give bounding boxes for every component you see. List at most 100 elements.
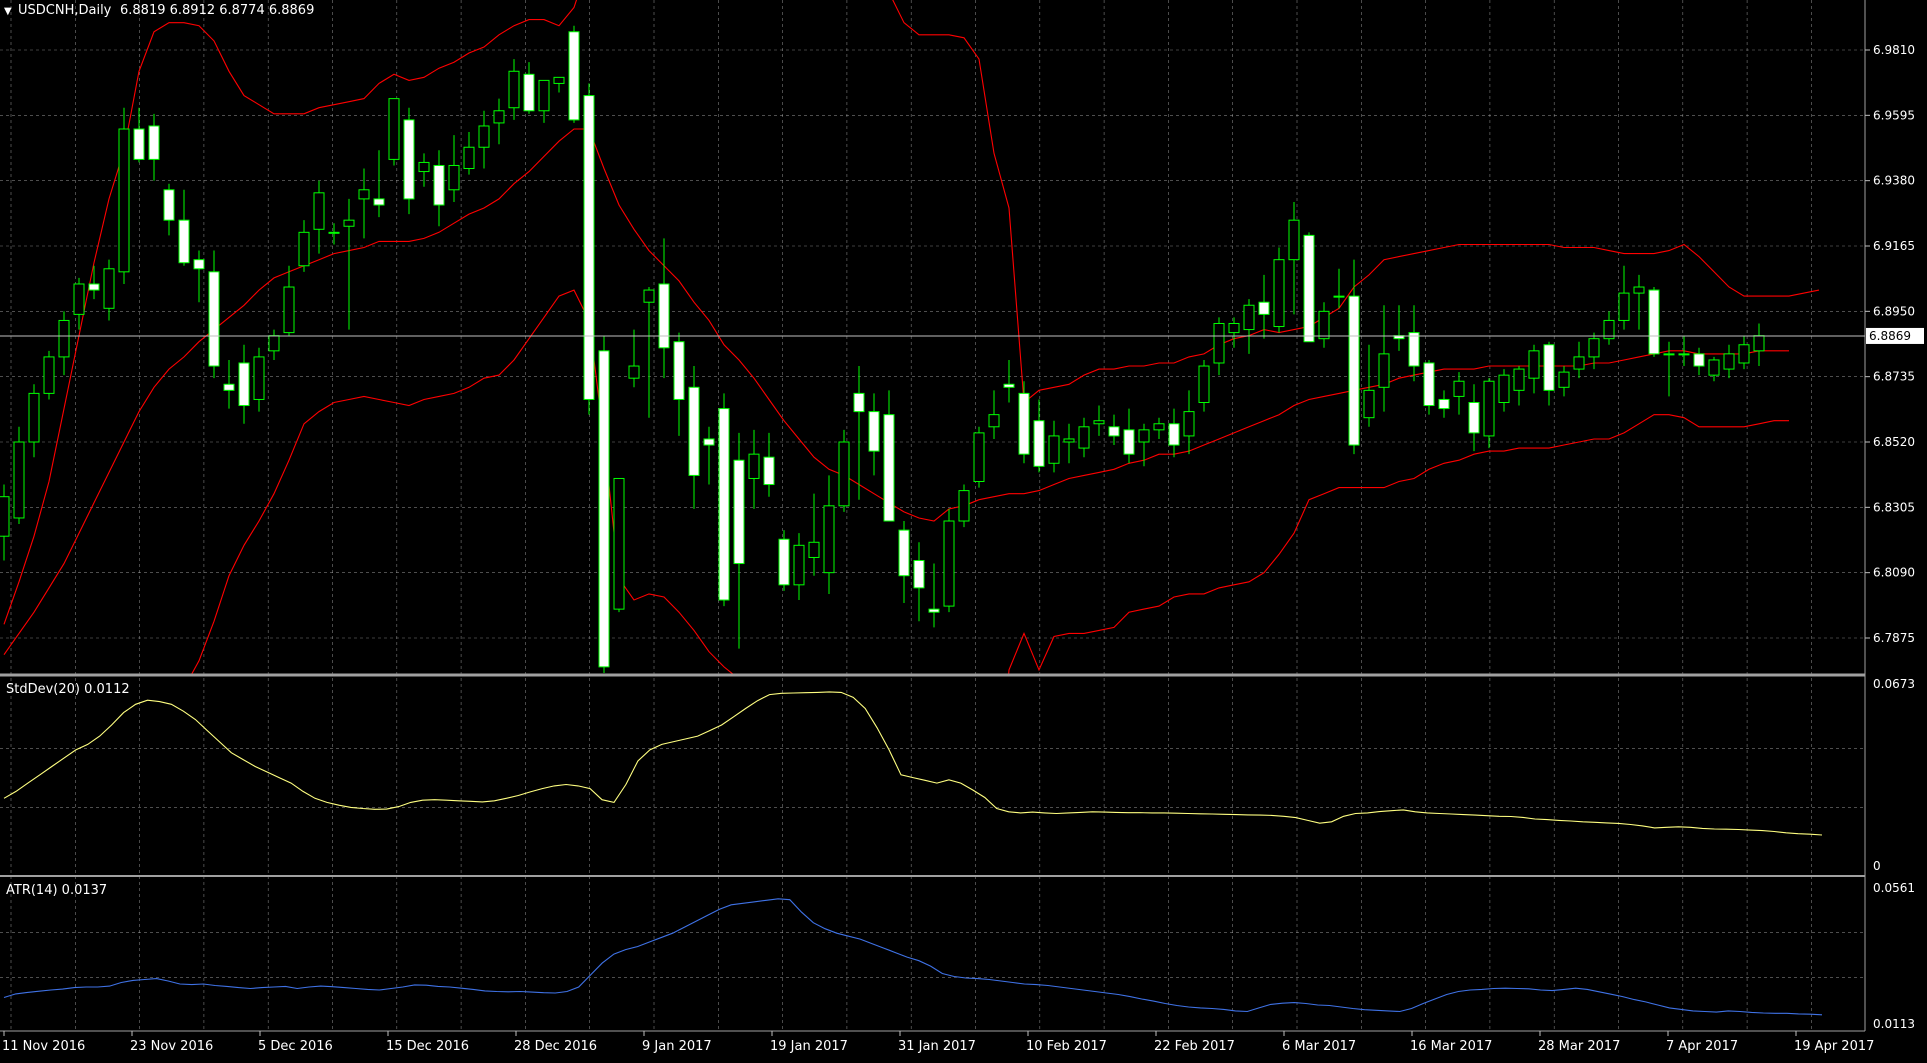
candle[interactable] bbox=[1738, 335, 1750, 370]
candle[interactable] bbox=[478, 110, 490, 169]
candle[interactable] bbox=[343, 198, 355, 330]
candle[interactable] bbox=[1033, 399, 1045, 473]
candle[interactable] bbox=[1603, 311, 1615, 345]
candle[interactable] bbox=[973, 426, 985, 488]
candle[interactable] bbox=[1243, 299, 1255, 354]
candle[interactable] bbox=[898, 521, 910, 604]
candle[interactable] bbox=[748, 429, 760, 509]
candle[interactable] bbox=[493, 98, 505, 145]
candle[interactable] bbox=[763, 432, 775, 497]
candle[interactable] bbox=[508, 59, 520, 120]
candle[interactable] bbox=[358, 168, 370, 239]
candle[interactable] bbox=[1318, 302, 1330, 348]
candle[interactable] bbox=[1663, 341, 1675, 397]
candle[interactable] bbox=[1633, 274, 1645, 330]
candle[interactable] bbox=[1168, 408, 1180, 458]
candle[interactable] bbox=[628, 329, 640, 388]
candle[interactable] bbox=[1438, 390, 1450, 418]
candle[interactable] bbox=[1348, 259, 1360, 455]
candle[interactable] bbox=[148, 113, 160, 181]
candle[interactable] bbox=[928, 563, 940, 628]
candle[interactable] bbox=[1588, 332, 1600, 370]
candle[interactable] bbox=[913, 542, 925, 622]
candle[interactable] bbox=[28, 384, 40, 458]
candle[interactable] bbox=[328, 223, 340, 245]
candle[interactable] bbox=[13, 426, 25, 525]
candle[interactable] bbox=[1213, 317, 1225, 376]
candle[interactable] bbox=[1048, 420, 1060, 473]
candle[interactable] bbox=[823, 475, 835, 594]
candle[interactable] bbox=[1018, 381, 1030, 464]
candle[interactable] bbox=[178, 189, 190, 266]
candle[interactable] bbox=[1723, 344, 1735, 379]
candle[interactable] bbox=[718, 393, 730, 607]
candle[interactable] bbox=[1453, 372, 1465, 415]
candle[interactable] bbox=[1153, 417, 1165, 439]
candle[interactable] bbox=[673, 332, 685, 436]
candle[interactable] bbox=[1498, 369, 1510, 412]
candle[interactable] bbox=[1333, 268, 1345, 309]
candle[interactable] bbox=[778, 530, 790, 591]
candle[interactable] bbox=[1468, 384, 1480, 452]
candle[interactable] bbox=[193, 250, 205, 303]
candle[interactable] bbox=[1198, 359, 1210, 412]
candle[interactable] bbox=[118, 107, 130, 284]
candle[interactable] bbox=[583, 83, 595, 415]
collapse-triangle-icon[interactable]: ▼ bbox=[4, 6, 12, 17]
candle[interactable] bbox=[1273, 247, 1285, 333]
candle[interactable] bbox=[523, 62, 535, 114]
candle[interactable] bbox=[1423, 359, 1435, 415]
candle[interactable] bbox=[568, 25, 580, 123]
candle[interactable] bbox=[88, 265, 100, 300]
candle[interactable] bbox=[808, 493, 820, 576]
candle[interactable] bbox=[223, 359, 235, 409]
candle[interactable] bbox=[1573, 341, 1585, 379]
candle[interactable] bbox=[838, 429, 850, 512]
candle[interactable] bbox=[538, 79, 550, 123]
candle[interactable] bbox=[1078, 417, 1090, 458]
candle[interactable] bbox=[298, 220, 310, 272]
candle[interactable] bbox=[1513, 366, 1525, 406]
candle[interactable] bbox=[1003, 359, 1015, 403]
candlesticks[interactable] bbox=[0, 25, 1765, 673]
candle[interactable] bbox=[733, 432, 745, 649]
candle[interactable] bbox=[1063, 423, 1075, 464]
candle[interactable] bbox=[1258, 274, 1270, 339]
candle[interactable] bbox=[163, 183, 175, 236]
candle[interactable] bbox=[1138, 423, 1150, 467]
candle[interactable] bbox=[1483, 378, 1495, 449]
candle[interactable] bbox=[643, 287, 655, 418]
candle[interactable] bbox=[208, 250, 220, 379]
candle[interactable] bbox=[613, 477, 625, 613]
candle[interactable] bbox=[1183, 390, 1195, 455]
candle[interactable] bbox=[1648, 287, 1660, 357]
candle[interactable] bbox=[418, 153, 430, 187]
candle[interactable] bbox=[43, 350, 55, 400]
candle[interactable] bbox=[1108, 414, 1120, 446]
candle[interactable] bbox=[463, 132, 475, 175]
time-axis[interactable]: 11 Nov 2016 23 Nov 2016 5 Dec 2016 15 Dec 2… bbox=[2, 1031, 1874, 1054]
candle[interactable] bbox=[883, 390, 895, 522]
candle[interactable] bbox=[853, 366, 865, 500]
candle[interactable] bbox=[598, 335, 610, 673]
candle[interactable] bbox=[1408, 305, 1420, 382]
candle[interactable] bbox=[73, 277, 85, 330]
candle[interactable] bbox=[1093, 405, 1105, 436]
candle[interactable] bbox=[1288, 201, 1300, 315]
candle[interactable] bbox=[0, 484, 10, 561]
candle[interactable] bbox=[403, 107, 415, 215]
candle[interactable] bbox=[58, 311, 70, 376]
candle[interactable] bbox=[688, 366, 700, 509]
candle[interactable] bbox=[253, 347, 265, 412]
candle[interactable] bbox=[133, 107, 145, 163]
candle[interactable] bbox=[958, 484, 970, 528]
candle[interactable] bbox=[373, 150, 385, 218]
candle[interactable] bbox=[388, 98, 400, 166]
candle[interactable] bbox=[943, 508, 955, 613]
candle[interactable] bbox=[283, 265, 295, 336]
candle[interactable] bbox=[553, 76, 565, 93]
candle[interactable] bbox=[1693, 347, 1705, 376]
candle[interactable] bbox=[1123, 408, 1135, 464]
candle[interactable] bbox=[1618, 265, 1630, 330]
